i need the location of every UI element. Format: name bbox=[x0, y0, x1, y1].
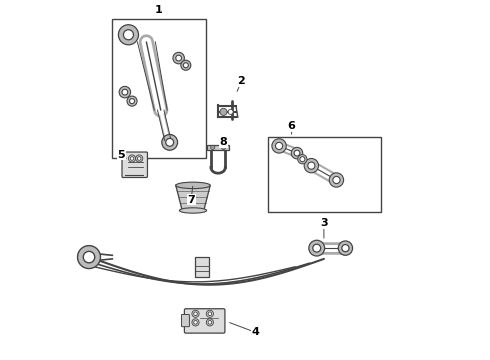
Circle shape bbox=[309, 240, 324, 256]
Circle shape bbox=[192, 310, 199, 318]
Circle shape bbox=[298, 154, 307, 164]
Circle shape bbox=[291, 147, 303, 159]
Circle shape bbox=[183, 63, 188, 68]
Circle shape bbox=[342, 244, 349, 252]
Circle shape bbox=[181, 60, 191, 70]
Circle shape bbox=[300, 157, 305, 162]
Circle shape bbox=[206, 319, 214, 326]
Circle shape bbox=[194, 312, 197, 316]
Circle shape bbox=[338, 241, 353, 255]
Text: 1: 1 bbox=[155, 5, 163, 15]
Circle shape bbox=[192, 319, 199, 326]
Circle shape bbox=[294, 150, 300, 156]
Circle shape bbox=[119, 86, 131, 98]
Circle shape bbox=[130, 157, 134, 160]
Circle shape bbox=[176, 55, 181, 61]
Bar bbox=[112, 19, 205, 158]
Circle shape bbox=[83, 251, 95, 263]
Circle shape bbox=[308, 162, 315, 169]
Text: 7: 7 bbox=[187, 195, 195, 205]
Polygon shape bbox=[176, 185, 210, 211]
Circle shape bbox=[128, 155, 136, 162]
Ellipse shape bbox=[176, 182, 210, 189]
Text: 3: 3 bbox=[320, 218, 328, 228]
Text: 4: 4 bbox=[252, 327, 260, 337]
FancyBboxPatch shape bbox=[184, 309, 225, 333]
Circle shape bbox=[211, 145, 215, 149]
Circle shape bbox=[122, 89, 128, 95]
Text: 5: 5 bbox=[118, 150, 125, 160]
Circle shape bbox=[123, 30, 133, 40]
Circle shape bbox=[77, 246, 100, 269]
Circle shape bbox=[313, 244, 320, 252]
FancyBboxPatch shape bbox=[181, 315, 190, 327]
Circle shape bbox=[136, 155, 143, 162]
Text: 8: 8 bbox=[220, 138, 227, 147]
Circle shape bbox=[221, 145, 225, 149]
Circle shape bbox=[208, 312, 212, 316]
Text: 2: 2 bbox=[238, 76, 245, 86]
FancyBboxPatch shape bbox=[122, 152, 147, 177]
Circle shape bbox=[173, 52, 184, 64]
Circle shape bbox=[127, 96, 137, 106]
Circle shape bbox=[272, 139, 286, 153]
Circle shape bbox=[275, 142, 283, 149]
Circle shape bbox=[166, 138, 173, 146]
Circle shape bbox=[206, 310, 214, 318]
Circle shape bbox=[137, 157, 141, 160]
Circle shape bbox=[220, 108, 227, 116]
Circle shape bbox=[194, 320, 197, 324]
Circle shape bbox=[119, 25, 139, 45]
Circle shape bbox=[208, 320, 212, 324]
Circle shape bbox=[333, 176, 340, 184]
Circle shape bbox=[129, 99, 135, 104]
Bar bbox=[269, 137, 381, 212]
Bar bbox=[195, 257, 209, 277]
Circle shape bbox=[162, 134, 177, 150]
Circle shape bbox=[228, 109, 233, 114]
Circle shape bbox=[329, 173, 343, 187]
Text: 6: 6 bbox=[288, 121, 295, 131]
Bar bbox=[207, 145, 229, 149]
Ellipse shape bbox=[179, 208, 207, 213]
Circle shape bbox=[304, 158, 319, 173]
